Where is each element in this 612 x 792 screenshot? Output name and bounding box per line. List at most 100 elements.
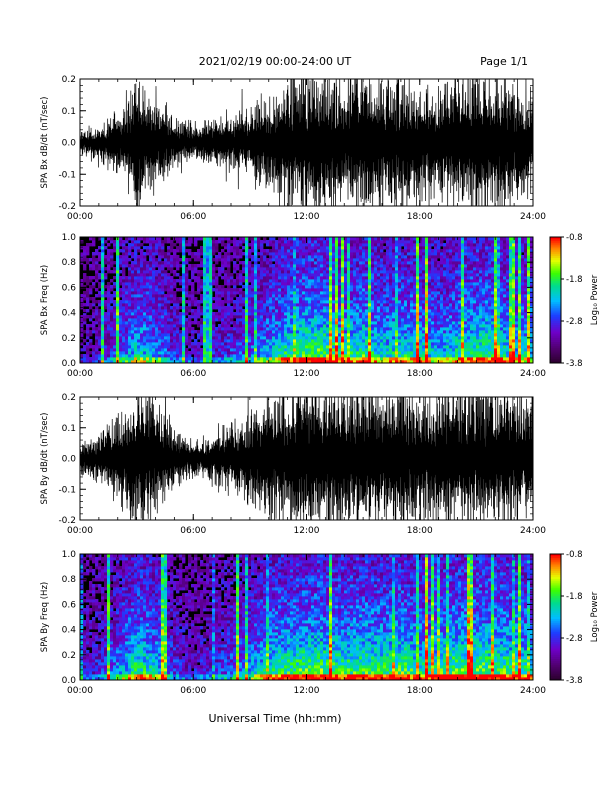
spectrogram-cell bbox=[191, 309, 195, 313]
spectrogram-cell bbox=[302, 276, 306, 280]
spectrogram-cell bbox=[254, 318, 258, 322]
spectrogram-cell bbox=[236, 279, 240, 283]
spectrogram-cell bbox=[281, 330, 285, 334]
spectrogram-cell bbox=[386, 351, 390, 355]
spectrogram-cell bbox=[158, 333, 162, 337]
spectrogram-cell bbox=[185, 357, 189, 361]
spectrogram-cell bbox=[314, 321, 318, 325]
spectrogram-cell bbox=[173, 315, 177, 319]
spectrogram-cell bbox=[98, 339, 102, 343]
spectrogram-cell bbox=[359, 291, 363, 295]
spectrogram-cell bbox=[164, 345, 168, 349]
spectrogram-cell bbox=[200, 330, 204, 334]
spectrogram-cell bbox=[281, 261, 285, 265]
spectrogram-cell bbox=[449, 327, 453, 331]
spectrogram-cell bbox=[149, 324, 153, 328]
spectrogram-cell bbox=[218, 294, 222, 298]
spectrogram-cell bbox=[371, 327, 375, 331]
spectrogram-cell bbox=[278, 351, 282, 355]
spectrogram-cell bbox=[443, 300, 447, 304]
spectrogram-cell bbox=[449, 282, 453, 286]
spectrogram-cell bbox=[284, 306, 288, 310]
spectrogram-cell bbox=[119, 348, 123, 352]
spectrogram-cell bbox=[305, 321, 309, 325]
spectrogram-cell bbox=[137, 342, 141, 346]
spectrogram-cell bbox=[317, 339, 321, 343]
spectrogram-cell bbox=[365, 357, 369, 361]
spectrogram-cell bbox=[131, 276, 135, 280]
spectrogram-cell bbox=[236, 348, 240, 352]
spectrogram-cell bbox=[236, 246, 240, 250]
spectrogram-cell bbox=[404, 288, 408, 292]
spectrogram-cell bbox=[302, 318, 306, 322]
spectrogram-cell bbox=[359, 330, 363, 334]
spectrogram-cell bbox=[221, 261, 225, 265]
spectrogram-cell bbox=[419, 333, 423, 337]
spectrogram-cell bbox=[281, 324, 285, 328]
spectrogram-cell bbox=[248, 255, 252, 259]
spectrogram-cell bbox=[404, 255, 408, 259]
spectrogram-cell bbox=[257, 327, 261, 331]
spectrogram-cell bbox=[131, 255, 135, 259]
spectrogram-cell bbox=[254, 240, 258, 244]
spectrogram-cell bbox=[422, 345, 426, 349]
spectrogram-cell bbox=[173, 273, 177, 277]
spectrogram-cell bbox=[440, 279, 444, 283]
spectrogram-cell bbox=[164, 339, 168, 343]
spectrogram-cell bbox=[347, 339, 351, 343]
spectrogram-cell bbox=[296, 303, 300, 307]
spectrogram-cell bbox=[227, 318, 231, 322]
spectrogram-cell bbox=[191, 240, 195, 244]
spectrogram-cell bbox=[227, 276, 231, 280]
spectrogram-cell bbox=[434, 246, 438, 250]
spectrogram-cell bbox=[257, 252, 261, 256]
spectrogram-cell bbox=[401, 285, 405, 289]
spectrogram-cell bbox=[200, 249, 204, 253]
spectrogram-cell bbox=[101, 342, 105, 346]
spectrogram-cell bbox=[341, 315, 345, 319]
spectrogram-cell bbox=[290, 336, 294, 340]
spectrogram-cell bbox=[356, 342, 360, 346]
spectrogram-cell bbox=[323, 318, 327, 322]
spectrogram-cell bbox=[359, 264, 363, 268]
spectrogram-cell bbox=[278, 246, 282, 250]
spectrogram-cell bbox=[401, 321, 405, 325]
spectrogram-cell bbox=[110, 306, 114, 310]
spectrogram-cell bbox=[374, 324, 378, 328]
spectrogram-cell bbox=[248, 264, 252, 268]
spectrogram-cell bbox=[107, 285, 111, 289]
spectrogram-cell bbox=[149, 360, 153, 364]
spectrogram-cell bbox=[146, 276, 150, 280]
spectrogram-cell bbox=[170, 261, 174, 265]
spectrogram-cell bbox=[272, 294, 276, 298]
spectrogram-cell bbox=[380, 279, 384, 283]
spectrogram-cell bbox=[404, 318, 408, 322]
spectrogram-cell bbox=[296, 336, 300, 340]
spectrogram-cell bbox=[143, 309, 147, 313]
spectrogram-cell bbox=[356, 300, 360, 304]
spectrogram-cell bbox=[152, 294, 156, 298]
spectrogram-cell bbox=[413, 240, 417, 244]
spectrogram-cell bbox=[194, 348, 198, 352]
spectrogram-cell bbox=[392, 348, 396, 352]
spectrogram-cell bbox=[173, 309, 177, 313]
spectrogram-cell bbox=[443, 285, 447, 289]
spectrogram-cell bbox=[200, 264, 204, 268]
spectrogram-cell bbox=[332, 261, 336, 265]
spectrogram-cell bbox=[287, 312, 291, 316]
spectrogram-cell bbox=[179, 351, 183, 355]
spectrogram-cell bbox=[278, 243, 282, 247]
spectrogram-cell bbox=[338, 348, 342, 352]
spectrogram-cell bbox=[269, 276, 273, 280]
spectrogram-cell bbox=[254, 306, 258, 310]
spectrogram-cell bbox=[344, 348, 348, 352]
spectrogram-cell bbox=[125, 303, 129, 307]
spectrogram-cell bbox=[251, 273, 255, 277]
spectrogram-cell bbox=[272, 267, 276, 271]
spectrogram-cell bbox=[227, 348, 231, 352]
spectrogram-cell bbox=[278, 267, 282, 271]
spectrogram-cell bbox=[116, 312, 120, 316]
spectrogram-cell bbox=[164, 264, 168, 268]
spectrogram-cell bbox=[218, 288, 222, 292]
spectrogram-cell bbox=[218, 237, 222, 241]
